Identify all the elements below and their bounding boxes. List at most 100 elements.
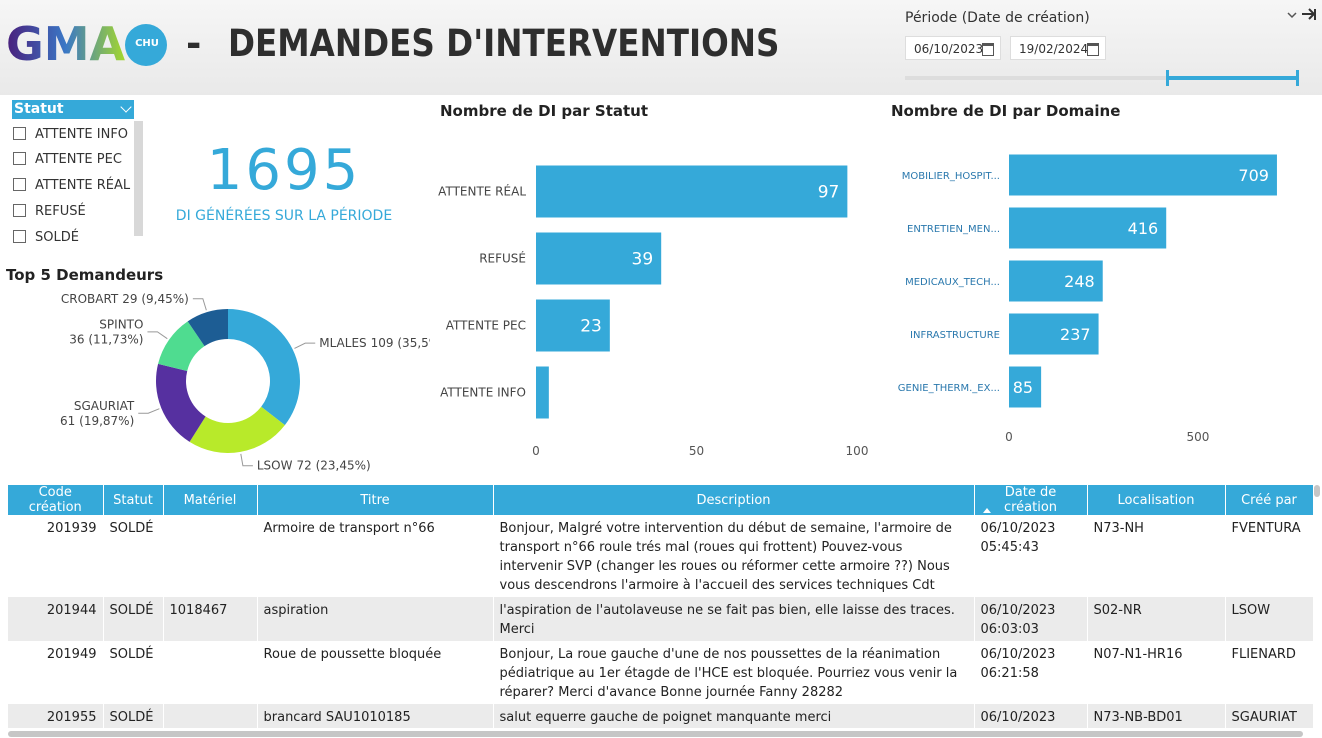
chevron — [120, 101, 132, 113]
date-start[interactable]: 06/10/2023 — [905, 36, 1001, 60]
table-cell: l'aspiration de l'autolaveuse ne se fait… — [493, 597, 975, 641]
data-label: 97 — [818, 183, 840, 203]
scrollbar[interactable] — [8, 731, 1303, 737]
checkbox[interactable] — [13, 178, 26, 191]
option-label: ATTENTE INFO — [35, 127, 129, 142]
logo-text: GMA — [6, 17, 126, 71]
table-cell: S02-NR — [1087, 597, 1226, 641]
table-cell: 06/10/2023 05:45:43 — [974, 515, 1088, 597]
status-filter-title: Statut — [14, 101, 64, 117]
data-table: Code création Statut Matériel Titre Descript… — [8, 485, 1313, 728]
leader-line — [147, 331, 168, 340]
data-label: 248 — [1064, 272, 1095, 291]
column-header[interactable]: Localisation — [1087, 485, 1226, 515]
table-cell: 06/10/2023 06:21:58 — [974, 641, 1088, 704]
table-cell: 1018467 — [163, 597, 258, 641]
table-row: 201955 SOLDÉ brancard SAU1010185 salut eque… — [8, 704, 1313, 728]
column-header[interactable]: Statut — [103, 485, 164, 515]
y-tick-label: ATTENTE INFO — [440, 386, 526, 400]
option-label: ATTENTE PEC — [35, 152, 122, 167]
kpi-label: DI GÉNÉRÉES SUR LA PÉRIODE — [175, 208, 393, 224]
header-row: Code création Statut Matériel Titre Descript… — [8, 485, 1313, 515]
column-header[interactable]: Date de création — [974, 485, 1088, 515]
status-filter-header[interactable]: Statut — [12, 100, 134, 119]
table-cell: 201949 — [8, 641, 104, 704]
option-label: ATTENTE RÉAL — [35, 178, 131, 193]
bar — [1009, 366, 1042, 408]
status-option[interactable]: REFUSÉ — [13, 204, 86, 220]
slider-handle[interactable] — [1166, 70, 1169, 86]
slider-track[interactable] — [905, 76, 1298, 80]
y-tick-label: ATTENTE RÉAL — [438, 184, 526, 199]
table-cell: FVENTURA — [1225, 515, 1313, 597]
pie-slice — [228, 309, 301, 426]
bar — [536, 232, 662, 285]
checkbox[interactable] — [13, 230, 26, 243]
table-cell: LSOW — [1225, 597, 1313, 641]
checkbox[interactable] — [13, 152, 26, 165]
bar — [1009, 313, 1099, 355]
logo-badge-text: CHU — [135, 38, 159, 49]
label-name: LSOW — [257, 459, 293, 473]
table-cell: Armoire de transport n°66 — [257, 515, 494, 597]
data-label: MLALES 109 (35,5%) — [319, 336, 430, 350]
data-label: SPINTO 36 (11,73%) — [69, 318, 143, 347]
data-label: 416 — [1128, 219, 1159, 238]
table-cell: SOLDÉ — [103, 515, 164, 597]
x-tick-label: 0 — [1005, 430, 1013, 444]
table-row: 201944 SOLDÉ 1018467 aspiration l'aspiration… — [8, 597, 1313, 641]
slider-handle[interactable] — [1296, 70, 1299, 86]
y-tick-label: INFRASTRUCTURE — [910, 330, 1000, 341]
calendar-icon — [1087, 43, 1099, 56]
checkbox[interactable] — [13, 204, 26, 217]
y-tick-label: ATTENTE PEC — [446, 319, 526, 333]
column-header[interactable]: Description — [493, 485, 975, 515]
table-body: 201939 SOLDÉ Armoire de transport n°66 Bonj… — [8, 515, 1313, 728]
y-tick-label: GENIE_THERM._EX... — [898, 383, 1000, 394]
status-option[interactable]: SOLDÉ — [13, 230, 79, 246]
status-option[interactable]: ATTENTE PEC — [13, 152, 122, 168]
page-title: DEMANDES D'INTERVENTIONS — [228, 22, 780, 65]
table-cell: aspiration — [257, 597, 494, 641]
pie-slice — [156, 363, 206, 442]
bar-chart: Nombre de DI par Statut 0 50 100 ATTENTE RÉA… — [438, 102, 868, 458]
scrollbar[interactable] — [134, 121, 143, 236]
scrollbar[interactable] — [1314, 485, 1320, 497]
column-header[interactable]: Code création — [8, 485, 104, 515]
slider-range[interactable] — [1168, 76, 1298, 80]
label-value: 29 (9,45%) — [122, 292, 189, 306]
data-label: 23 — [580, 317, 602, 337]
table-cell — [163, 704, 258, 728]
table-cell: N73-NH — [1087, 515, 1226, 597]
chart-title: Top 5 Demandeurs — [6, 266, 163, 284]
label-value: 61 (19,87%) — [60, 414, 134, 428]
data-label: LSOW 72 (23,45%) — [257, 459, 371, 473]
pie-slice — [187, 309, 228, 347]
clear-filter-icon[interactable] — [1302, 8, 1316, 20]
data-label: CROBART 29 (9,45%) — [61, 292, 189, 306]
label-value: 36 (11,73%) — [69, 333, 143, 347]
date-end-text: 19/02/2024 — [1019, 42, 1089, 56]
logo: GMA CHU — [6, 17, 167, 71]
kpi-value: 1695 — [206, 138, 362, 203]
collapse-icon[interactable] — [1287, 12, 1297, 19]
status-option[interactable]: ATTENTE INFO — [13, 127, 128, 143]
table-cell: SOLDÉ — [103, 597, 164, 641]
y-tick-label: MOBILIER_HOSPIT... — [902, 171, 1000, 182]
date-start-text: 06/10/2023 — [914, 42, 984, 56]
data-label: 39 — [632, 250, 654, 270]
column-header[interactable]: Matériel — [163, 485, 258, 515]
date-end[interactable]: 19/02/2024 — [1010, 36, 1106, 60]
table-cell: FLIENARD — [1225, 641, 1313, 704]
status-option[interactable]: ATTENTE RÉAL — [13, 178, 130, 194]
bar — [1009, 154, 1277, 196]
leader-line — [294, 342, 316, 349]
table-cell: 201955 — [8, 704, 104, 728]
column-header[interactable]: Créé par — [1225, 485, 1313, 515]
column-header[interactable]: Titre — [257, 485, 494, 515]
bar — [536, 366, 549, 419]
table-cell: SOLDÉ — [103, 704, 164, 728]
option-label: SOLDÉ — [35, 230, 79, 245]
checkbox[interactable] — [13, 127, 26, 140]
